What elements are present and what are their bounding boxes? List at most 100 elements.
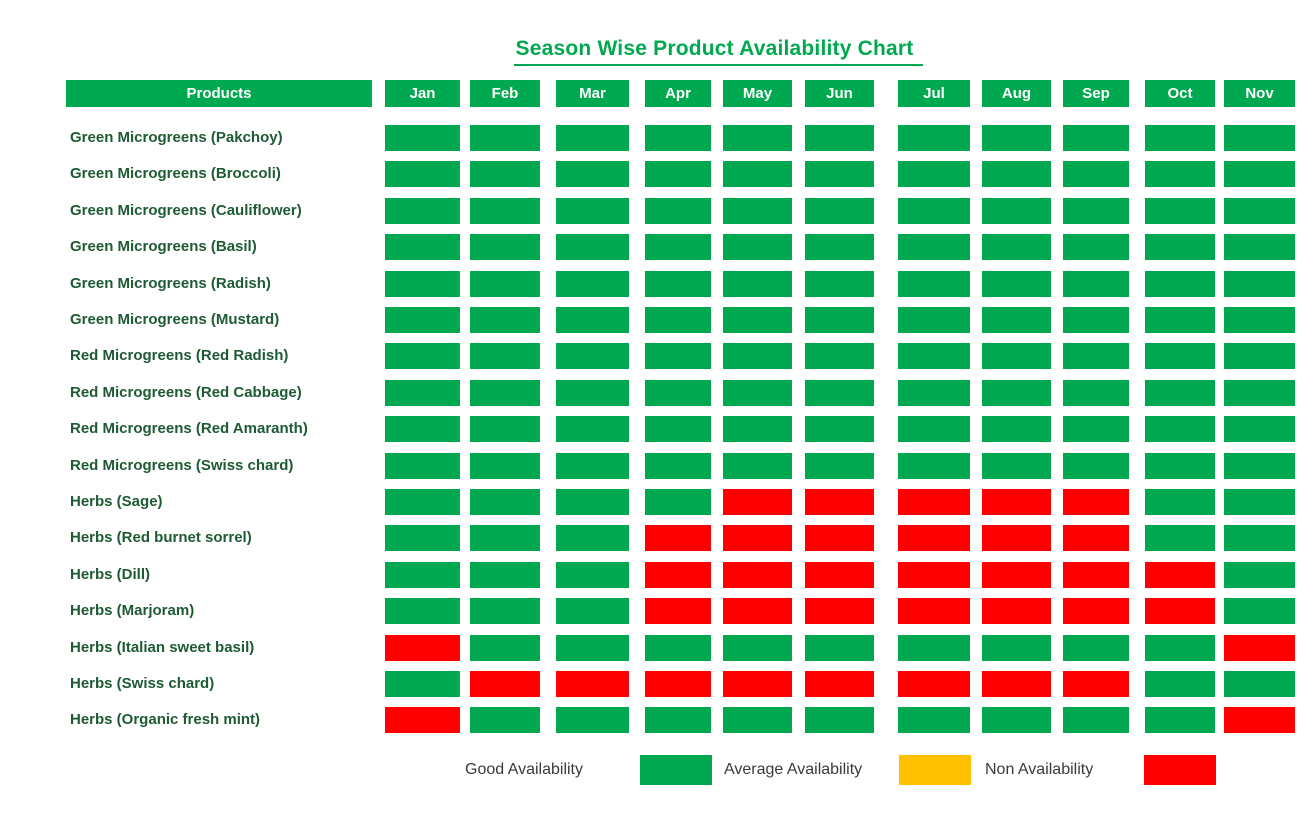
- month-header-jan: Jan: [385, 80, 460, 107]
- availability-cell: [982, 125, 1051, 151]
- availability-cell: [723, 234, 792, 260]
- availability-cell: [805, 343, 874, 369]
- availability-cell: [1063, 234, 1129, 260]
- product-label: Herbs (Italian sweet basil): [70, 639, 255, 656]
- availability-cell: [982, 453, 1051, 479]
- availability-cell: [898, 562, 970, 588]
- availability-cell: [1224, 562, 1295, 588]
- availability-cell: [805, 598, 874, 624]
- availability-cell: [1063, 635, 1129, 661]
- availability-cell: [1063, 707, 1129, 733]
- availability-cell: [556, 125, 629, 151]
- availability-cell: [1145, 562, 1215, 588]
- availability-cell: [898, 380, 970, 406]
- availability-cell: [385, 525, 460, 551]
- availability-cell: [1224, 525, 1295, 551]
- month-header-mar: Mar: [556, 80, 629, 107]
- availability-cell: [385, 234, 460, 260]
- availability-cell: [1145, 416, 1215, 442]
- availability-cell: [645, 416, 711, 442]
- availability-cell: [645, 271, 711, 297]
- availability-cell: [470, 707, 540, 733]
- availability-cell: [982, 707, 1051, 733]
- availability-cell: [1063, 598, 1129, 624]
- availability-cell: [470, 525, 540, 551]
- availability-cell: [385, 671, 460, 697]
- availability-cell: [805, 198, 874, 224]
- month-header-sep: Sep: [1063, 80, 1129, 107]
- month-header-aug: Aug: [982, 80, 1051, 107]
- legend-swatch: [640, 755, 712, 785]
- availability-cell: [1224, 453, 1295, 479]
- availability-cell: [385, 707, 460, 733]
- month-header-jul: Jul: [898, 80, 970, 107]
- product-label: Herbs (Dill): [70, 566, 151, 583]
- availability-cell: [556, 635, 629, 661]
- month-header-apr: Apr: [645, 80, 711, 107]
- month-header-jun: Jun: [805, 80, 874, 107]
- availability-cell: [898, 598, 970, 624]
- availability-cell: [645, 453, 711, 479]
- availability-cell: [1063, 271, 1129, 297]
- availability-cell: [385, 380, 460, 406]
- availability-cell: [645, 234, 711, 260]
- availability-cell: [470, 343, 540, 369]
- availability-cell: [385, 562, 460, 588]
- availability-cell: [1145, 343, 1215, 369]
- page-title-text: Season Wise Product Availability Chart: [513, 37, 924, 66]
- availability-cell: [556, 453, 629, 479]
- availability-cell: [898, 671, 970, 697]
- availability-cell: [645, 671, 711, 697]
- availability-cell: [982, 271, 1051, 297]
- availability-cell: [1145, 125, 1215, 151]
- availability-cell: [1145, 307, 1215, 333]
- availability-cell: [982, 307, 1051, 333]
- availability-cell: [1145, 271, 1215, 297]
- availability-cell: [898, 707, 970, 733]
- availability-cell: [1063, 343, 1129, 369]
- availability-cell: [723, 307, 792, 333]
- availability-cell: [723, 416, 792, 442]
- availability-cell: [470, 562, 540, 588]
- availability-cell: [645, 161, 711, 187]
- availability-cell: [1145, 635, 1215, 661]
- availability-cell: [645, 380, 711, 406]
- availability-cell: [385, 453, 460, 479]
- legend-label: Average Availability: [724, 761, 863, 778]
- availability-cell: [385, 161, 460, 187]
- availability-cell: [1145, 453, 1215, 479]
- availability-cell: [556, 234, 629, 260]
- product-label: Red Microgreens (Red Radish): [70, 347, 289, 364]
- product-label: Red Microgreens (Swiss chard): [70, 457, 294, 474]
- availability-cell: [645, 525, 711, 551]
- availability-cell: [470, 416, 540, 442]
- availability-cell: [1145, 198, 1215, 224]
- availability-cell: [982, 343, 1051, 369]
- month-header-may: May: [723, 80, 792, 107]
- availability-cell: [1063, 198, 1129, 224]
- availability-cell: [898, 416, 970, 442]
- month-header-oct: Oct: [1145, 80, 1215, 107]
- availability-cell: [723, 380, 792, 406]
- availability-cell: [1145, 671, 1215, 697]
- availability-cell: [723, 198, 792, 224]
- availability-cell: [645, 562, 711, 588]
- availability-cell: [385, 416, 460, 442]
- availability-cell: [385, 598, 460, 624]
- availability-cell: [898, 525, 970, 551]
- availability-cell: [982, 635, 1051, 661]
- availability-cell: [1224, 234, 1295, 260]
- availability-cell: [556, 562, 629, 588]
- availability-cell: [982, 234, 1051, 260]
- availability-cell: [556, 598, 629, 624]
- product-label: Green Microgreens (Cauliflower): [70, 202, 302, 219]
- availability-cell: [723, 343, 792, 369]
- legend-label: Non Availability: [985, 761, 1094, 778]
- availability-cell: [805, 453, 874, 479]
- product-label: Red Microgreens (Red Cabbage): [70, 384, 302, 401]
- availability-cell: [898, 234, 970, 260]
- availability-cell: [723, 161, 792, 187]
- availability-cell: [1063, 307, 1129, 333]
- availability-cell: [1224, 271, 1295, 297]
